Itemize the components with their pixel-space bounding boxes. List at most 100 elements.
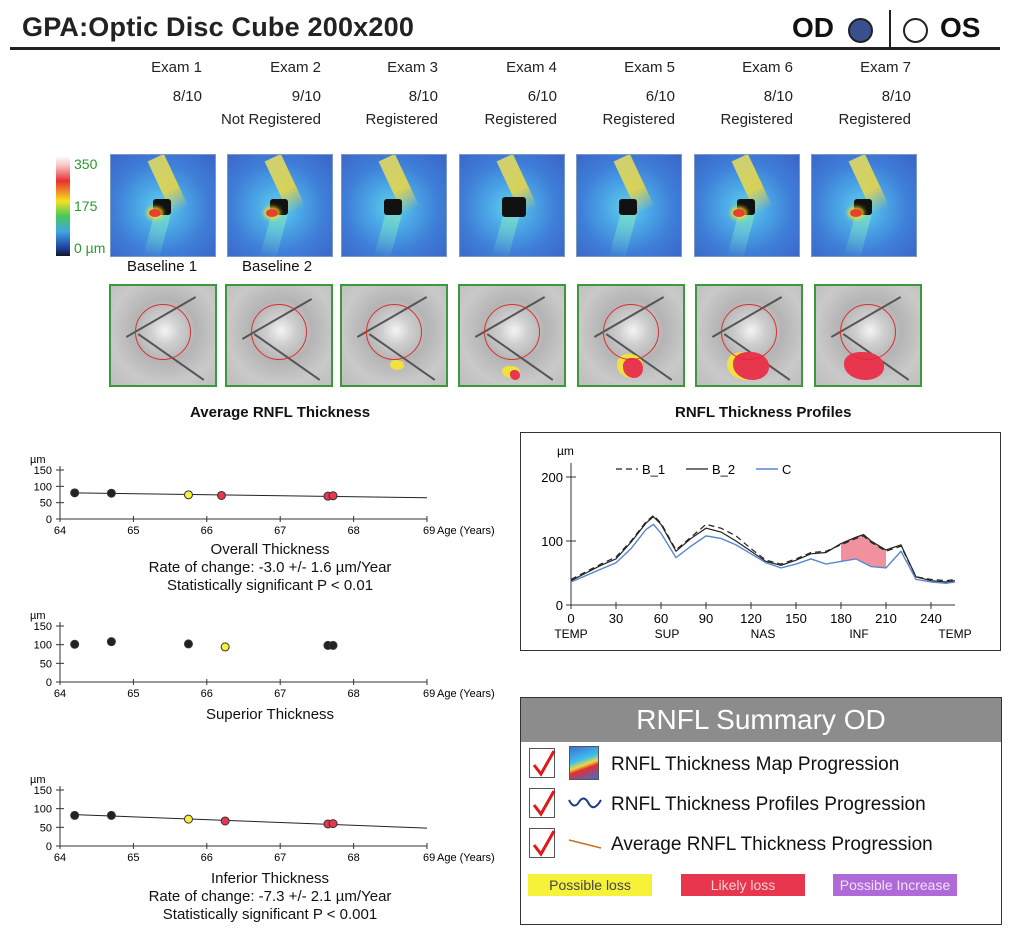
legend-label: B_2: [712, 462, 735, 477]
trend-line: [74, 814, 428, 829]
od-label[interactable]: OD: [792, 12, 834, 43]
report-header: GPA:Optic Disc Cube 200x200 OD OS: [10, 6, 1000, 50]
region-label: TEMP: [938, 627, 971, 641]
x-axis-title: Age (Years): [437, 688, 495, 700]
y-axis-unit: µm: [557, 444, 574, 458]
data-point: [328, 819, 338, 829]
x-tick-label: 30: [609, 611, 623, 626]
x-axis-title: Age (Years): [437, 525, 495, 537]
x-tick-label: 65: [127, 688, 139, 700]
data-point: [106, 488, 116, 498]
os-label[interactable]: OS: [940, 12, 981, 43]
average-rnfl-title: Average RNFL Thickness: [190, 404, 371, 421]
exam-name: Exam 7: [860, 59, 911, 76]
fundus-image[interactable]: [109, 284, 217, 387]
y-tick-label: 0: [46, 677, 52, 689]
x-axis-title: Age (Years): [437, 852, 495, 864]
exam-status: Registered: [602, 111, 675, 128]
region-label: INF: [849, 627, 868, 641]
exam-status: [84, 108, 202, 131]
exam-status: Not Registered: [220, 111, 321, 128]
data-point: [70, 488, 80, 498]
superior-caption: Superior Thickness: [60, 706, 480, 724]
exam-column: Exam 5 6/10 Registered: [557, 56, 675, 131]
average-progression-checkbox[interactable]: [529, 828, 556, 858]
superior-title: Superior Thickness: [205, 706, 335, 723]
exam-name: Exam 6: [742, 59, 793, 76]
thickness-map-image[interactable]: [459, 154, 565, 257]
x-tick-label: 240: [920, 611, 942, 626]
profiles-progression-checkbox[interactable]: [529, 788, 556, 818]
fundus-image[interactable]: [814, 284, 922, 387]
trend-line: [74, 492, 428, 499]
profiles-title: RNFL Thickness Profiles: [675, 404, 852, 421]
map-progression-checkbox[interactable]: [529, 748, 556, 778]
exam-column: Exam 4 6/10 Registered: [439, 56, 557, 131]
x-tick-label: 69: [423, 525, 435, 537]
od-radio[interactable]: [848, 18, 873, 43]
data-point: [220, 816, 230, 826]
scale-max: 350: [74, 156, 98, 172]
exam-signal: 6/10: [527, 88, 557, 105]
y-tick-label: 50: [40, 658, 52, 670]
exam-column: Exam 3 8/10 Registered: [320, 56, 438, 131]
x-tick-label: 65: [127, 852, 139, 864]
inferior-title: Inferior Thickness: [210, 870, 330, 887]
exam-signal: 8/10: [881, 88, 911, 105]
fundus-image[interactable]: [577, 284, 685, 387]
exam-signal: 6/10: [645, 88, 675, 105]
thickness-map-image[interactable]: [341, 154, 447, 257]
baseline-label: Baseline 1: [127, 258, 198, 275]
region-label: NAS: [751, 627, 776, 641]
fundus-image[interactable]: [458, 284, 566, 387]
data-point: [70, 639, 80, 649]
overall-caption: Overall Thickness Rate of change: -3.0 +…: [60, 541, 480, 595]
profiles-panel: µm 0 100 200 0 30 60 90 120 150 180 210 240 TEMP SUP NA…: [520, 432, 1001, 651]
os-radio[interactable]: [903, 18, 928, 43]
x-tick-label: 65: [127, 525, 139, 537]
inferior-rate: Rate of change: -7.3 +/- 2.1 µm/Year: [148, 888, 392, 905]
y-tick-label: 100: [541, 534, 563, 549]
exam-signal: 9/10: [291, 88, 321, 105]
x-tick-label: 68: [347, 688, 359, 700]
data-point: [328, 640, 338, 650]
x-tick-label: 66: [201, 525, 213, 537]
trend-line-icon: [568, 839, 602, 849]
thickness-map-image[interactable]: [110, 154, 216, 257]
exam-column: Exam 6 8/10 Registered: [675, 56, 793, 131]
x-tick-label: 64: [54, 852, 66, 864]
series-line-b_1: [570, 514, 956, 582]
y-tick-label: 50: [40, 498, 52, 510]
exam-status: Registered: [365, 111, 438, 128]
thickness-map-image[interactable]: [694, 154, 800, 257]
wave-icon: [568, 797, 602, 809]
series-line-c: [570, 523, 956, 584]
overall-rate: Rate of change: -3.0 +/- 1.6 µm/Year: [148, 559, 392, 576]
fundus-image[interactable]: [340, 284, 448, 387]
thickness-map-image[interactable]: [811, 154, 917, 257]
eye-divider: [889, 10, 891, 50]
exam-name: Exam 1: [151, 59, 202, 76]
y-tick-label: 50: [40, 822, 52, 834]
y-tick-label: 100: [34, 640, 52, 652]
x-tick-label: 120: [740, 611, 762, 626]
fundus-image[interactable]: [225, 284, 333, 387]
data-point: [106, 810, 116, 820]
thickness-map-image[interactable]: [576, 154, 682, 257]
x-tick-label: 150: [785, 611, 807, 626]
x-tick-label: 0: [567, 611, 574, 626]
x-tick-label: 64: [54, 525, 66, 537]
fundus-image[interactable]: [695, 284, 803, 387]
x-tick-label: 64: [54, 688, 66, 700]
data-point: [70, 810, 80, 820]
y-tick-label: 0: [46, 841, 52, 853]
region-label: SUP: [655, 627, 680, 641]
scale-mid: 175: [74, 198, 98, 214]
y-tick-label: 150: [34, 465, 52, 477]
summary-item-label: RNFL Thickness Map Progression: [611, 754, 900, 775]
inferior-caption: Inferior Thickness Rate of change: -7.3 …: [60, 870, 480, 924]
thickness-map-image[interactable]: [227, 154, 333, 257]
exam-name: Exam 3: [387, 59, 438, 76]
x-tick-label: 67: [274, 688, 286, 700]
